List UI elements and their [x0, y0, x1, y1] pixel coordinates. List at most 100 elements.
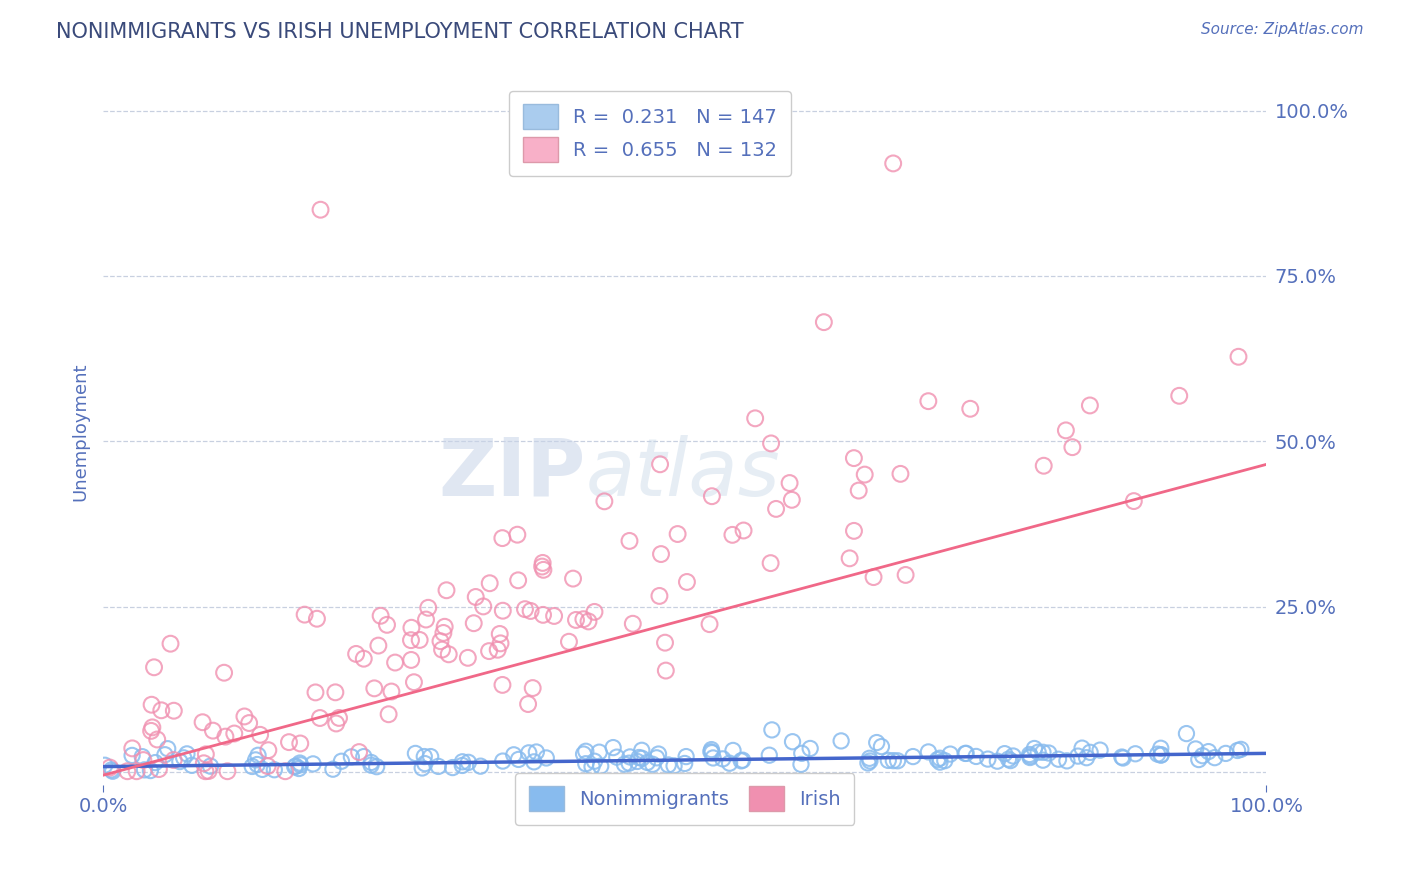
Point — [302, 756, 325, 771]
Point — [457, 650, 479, 665]
Point — [583, 754, 606, 768]
Point — [125, 764, 148, 779]
Point — [621, 616, 644, 631]
Point — [1112, 751, 1135, 765]
Point — [1226, 743, 1249, 757]
Text: NONIMMIGRANTS VS IRISH UNEMPLOYMENT CORRELATION CHART: NONIMMIGRANTS VS IRISH UNEMPLOYMENT CORR… — [56, 22, 744, 42]
Point — [626, 755, 648, 769]
Point — [1122, 494, 1144, 508]
Point — [1067, 749, 1090, 764]
Point — [1150, 741, 1173, 756]
Point — [457, 756, 479, 770]
Point — [630, 743, 652, 757]
Point — [153, 747, 176, 762]
Point — [641, 757, 664, 772]
Point — [647, 747, 669, 761]
Point — [588, 745, 610, 759]
Point — [889, 467, 911, 481]
Point — [143, 660, 166, 674]
Point — [491, 531, 513, 545]
Point — [830, 734, 852, 748]
Point — [193, 756, 215, 771]
Point — [489, 636, 512, 650]
Point — [325, 716, 347, 731]
Point — [759, 556, 782, 570]
Point — [402, 675, 425, 690]
Point — [288, 762, 311, 776]
Point — [606, 750, 628, 764]
Point — [882, 156, 904, 170]
Point — [508, 752, 530, 766]
Point — [519, 604, 541, 618]
Point — [1215, 747, 1237, 761]
Point — [360, 758, 382, 772]
Point — [838, 551, 860, 566]
Point — [1018, 747, 1040, 762]
Point — [1125, 747, 1147, 761]
Point — [441, 761, 464, 775]
Point — [419, 749, 441, 764]
Point — [853, 467, 876, 482]
Point — [565, 613, 588, 627]
Point — [148, 762, 170, 776]
Point — [934, 754, 956, 768]
Point — [761, 723, 783, 737]
Point — [451, 755, 474, 769]
Legend: Nonimmigrants, Irish: Nonimmigrants, Irish — [515, 772, 855, 825]
Point — [1150, 748, 1173, 763]
Point — [929, 755, 952, 769]
Point — [780, 492, 803, 507]
Point — [731, 753, 754, 767]
Point — [765, 502, 787, 516]
Point — [700, 489, 723, 503]
Point — [370, 608, 392, 623]
Point — [1032, 745, 1054, 759]
Point — [939, 747, 962, 761]
Point — [340, 749, 363, 764]
Point — [657, 758, 679, 772]
Point — [558, 634, 581, 648]
Point — [524, 745, 547, 759]
Point — [263, 763, 285, 777]
Point — [214, 730, 236, 744]
Point — [790, 757, 813, 772]
Point — [583, 605, 606, 619]
Point — [150, 703, 173, 717]
Point — [1088, 743, 1111, 757]
Point — [486, 642, 509, 657]
Point — [593, 494, 616, 508]
Point — [194, 764, 217, 779]
Point — [380, 684, 402, 698]
Point — [413, 749, 436, 764]
Point — [581, 759, 603, 773]
Point — [1000, 754, 1022, 768]
Point — [928, 751, 950, 765]
Point — [575, 744, 598, 758]
Point — [572, 612, 595, 626]
Point — [1024, 741, 1046, 756]
Point — [121, 741, 143, 756]
Point — [191, 715, 214, 730]
Point — [488, 627, 510, 641]
Point — [413, 756, 436, 771]
Point — [278, 735, 301, 749]
Point — [1227, 350, 1250, 364]
Point — [700, 742, 723, 756]
Point — [790, 747, 813, 761]
Point — [799, 741, 821, 756]
Point — [1062, 440, 1084, 454]
Point — [1150, 747, 1173, 762]
Point — [309, 711, 332, 725]
Point — [866, 735, 889, 749]
Point — [779, 476, 801, 491]
Point — [305, 612, 328, 626]
Point — [304, 685, 326, 699]
Point — [711, 752, 734, 766]
Point — [901, 749, 924, 764]
Point — [180, 758, 202, 772]
Point — [1019, 749, 1042, 764]
Point — [156, 741, 179, 756]
Point — [959, 401, 981, 416]
Point — [842, 451, 865, 466]
Point — [882, 754, 904, 768]
